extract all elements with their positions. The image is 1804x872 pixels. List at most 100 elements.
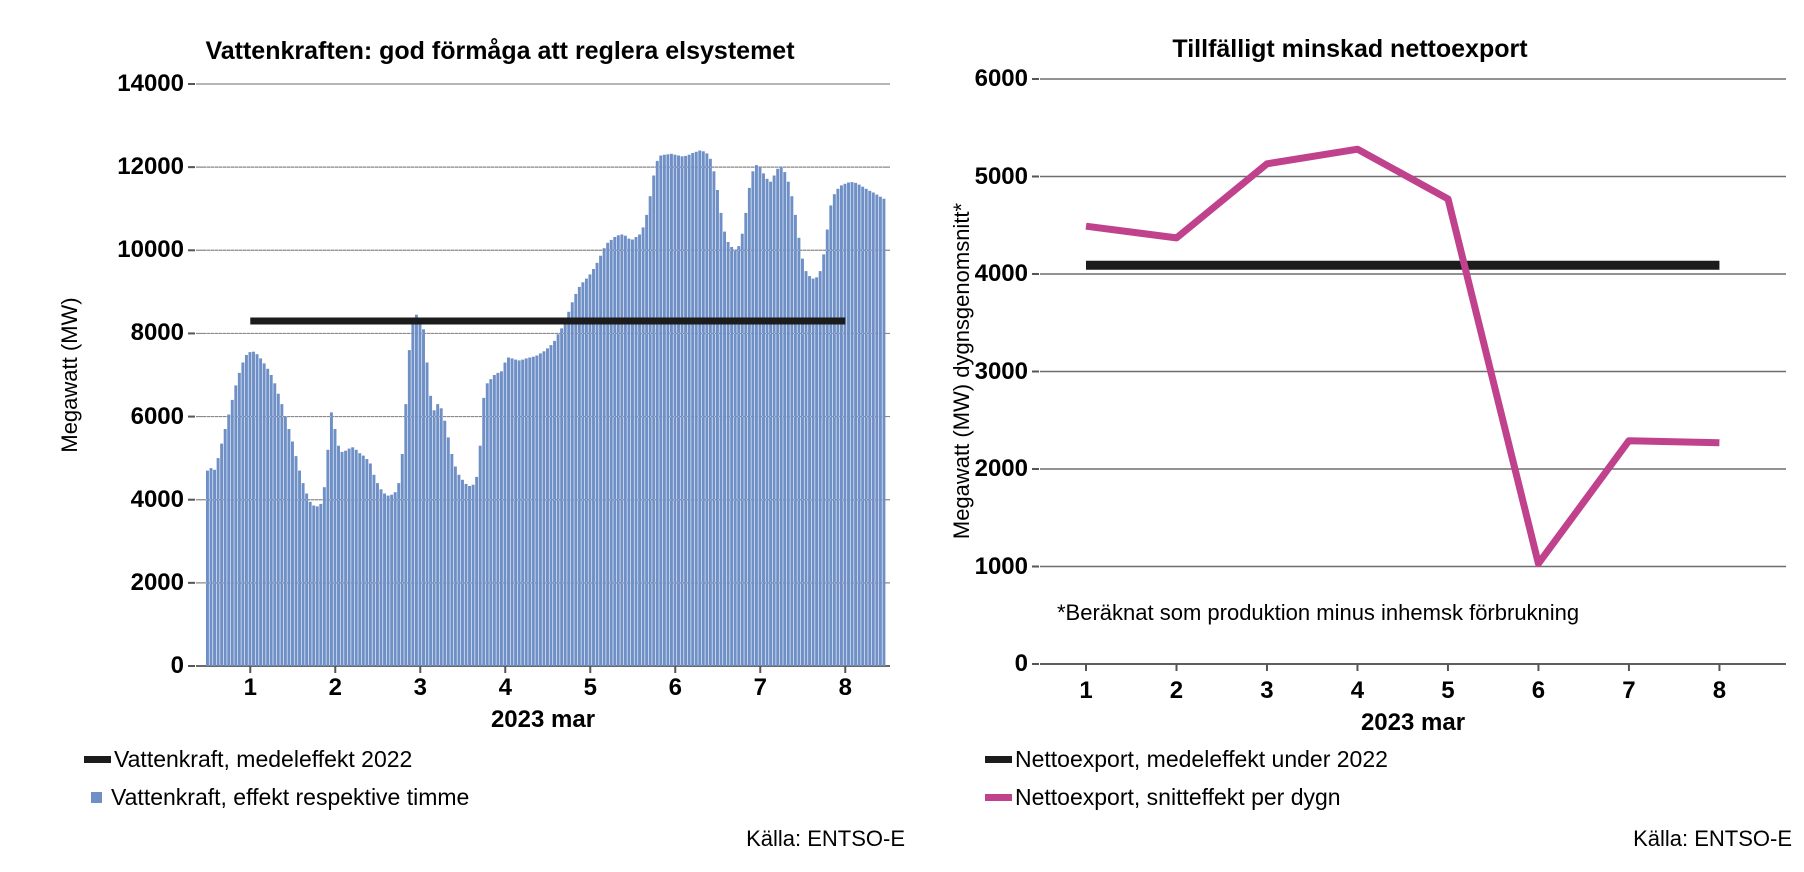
legend-label: Vattenkraft, medeleffekt 2022 <box>114 745 413 772</box>
legend-label: Nettoexport, snitteffekt per dygn <box>1015 783 1341 810</box>
hour-bar <box>248 352 252 666</box>
hour-bar <box>397 483 401 666</box>
hour-bar <box>652 175 656 666</box>
hour-bar <box>811 278 815 666</box>
hour-bar <box>638 234 642 666</box>
y-tick-label: 10000 <box>117 236 184 264</box>
hour-bar <box>861 186 865 666</box>
hour-bar <box>531 356 535 666</box>
hour-bar <box>298 470 302 666</box>
hour-bar <box>818 271 822 666</box>
hour-bar <box>829 205 833 666</box>
x-tick-label: 4 <box>1350 677 1365 704</box>
hour-bar <box>783 172 787 666</box>
y-tick-label: 6000 <box>130 402 184 430</box>
hour-bar <box>262 363 266 666</box>
hour-bar <box>315 506 319 666</box>
y-tick-label: 5000 <box>974 162 1028 190</box>
hour-bar <box>301 483 305 666</box>
x-tick-label: 8 <box>838 674 852 701</box>
x-tick-label: 5 <box>1441 677 1455 704</box>
hour-bar <box>230 399 234 666</box>
x-tick-label: 8 <box>1712 677 1727 704</box>
hour-bar <box>372 474 376 666</box>
hour-bar <box>836 188 840 667</box>
right-x-tick-labels: 1 2 3 4 5 6 7 8 <box>1040 677 1786 707</box>
y-tick-label: 6000 <box>974 65 1028 92</box>
hour-bar <box>609 239 613 666</box>
hour-bar <box>510 358 514 666</box>
hour-bar <box>379 489 383 666</box>
hour-bar <box>567 311 571 666</box>
hour-bar <box>453 466 457 666</box>
hour-bar <box>754 165 758 666</box>
legend-item-hourly-bars: Vattenkraft, effekt respektive timme <box>84 782 469 812</box>
y-tick-label: 14000 <box>117 70 184 97</box>
hour-bar <box>730 247 734 666</box>
x-tick-label: 6 <box>1531 677 1546 704</box>
hour-bar <box>322 487 326 666</box>
left-source-credit: Källa: ENTSO-E <box>746 826 905 851</box>
left-x-tick-labels: 1 2 3 4 5 6 7 8 <box>196 674 890 704</box>
hour-bar <box>708 158 712 667</box>
hour-bar <box>227 414 231 666</box>
legend-label: Vattenkraft, effekt respektive timme <box>111 783 470 810</box>
hour-bar <box>878 196 882 666</box>
hour-bar <box>623 235 627 666</box>
hour-bar <box>680 156 684 667</box>
hour-bar <box>287 429 291 666</box>
right-source-credit: Källa: ENTSO-E <box>1633 826 1792 851</box>
hour-bar <box>457 474 461 666</box>
hour-bar <box>843 183 847 667</box>
blue-square-swatch-icon <box>91 791 102 803</box>
hour-bar <box>875 194 879 666</box>
hour-bar <box>847 182 850 666</box>
y-tick-label: 0 <box>1014 650 1028 677</box>
hour-bar <box>485 383 489 666</box>
black-line-swatch-icon <box>985 755 1012 763</box>
hour-bar <box>329 412 333 666</box>
hour-bar <box>641 227 645 666</box>
right-plot-area <box>1032 78 1786 671</box>
hour-bar <box>400 454 404 666</box>
legend-item-mean-line: Vattenkraft, medeleffekt 2022 <box>84 744 469 774</box>
hour-bar <box>499 371 503 666</box>
hour-bar <box>691 153 695 666</box>
hour-bar <box>648 196 652 666</box>
hour-bar <box>677 155 680 666</box>
x-tick-label: 3 <box>413 674 427 701</box>
hour-bar <box>507 357 510 666</box>
hour-bar <box>489 379 493 666</box>
hour-bar <box>468 486 472 666</box>
hour-bar <box>521 359 525 666</box>
hour-bar <box>308 501 312 666</box>
x-tick-label: 1 <box>243 674 257 701</box>
y-tick-label: 8000 <box>130 319 184 347</box>
x-tick-label: 2 <box>328 674 342 701</box>
hour-bar <box>347 448 351 666</box>
hour-bar <box>864 188 868 667</box>
hour-bar <box>737 246 741 666</box>
left-x-axis-title: 2023 mar <box>490 706 596 733</box>
hour-bar <box>234 385 238 666</box>
hour-bar <box>376 483 379 666</box>
hour-bar <box>726 242 730 666</box>
hour-bar <box>673 154 677 666</box>
hour-bar <box>740 233 744 666</box>
hour-bar <box>634 237 638 666</box>
hour-bar <box>694 151 698 667</box>
hour-bar <box>620 234 624 666</box>
hour-bar <box>407 350 411 666</box>
hour-bar <box>599 255 603 666</box>
x-tick-label: 7 <box>753 674 767 701</box>
hour-bar <box>280 404 284 666</box>
hour-bar <box>655 160 659 666</box>
legend-item-daily-line: Nettoexport, snitteffekt per dygn <box>985 782 1388 812</box>
hour-bar <box>613 237 617 666</box>
hour-bar <box>223 429 227 666</box>
hour-bar <box>645 214 649 666</box>
hour-bar <box>832 194 836 666</box>
right-y-tick-labels: 0 1000 2000 3000 4000 5000 6000 <box>918 65 1028 677</box>
hour-bar <box>538 353 542 666</box>
hour-bar <box>411 321 415 666</box>
